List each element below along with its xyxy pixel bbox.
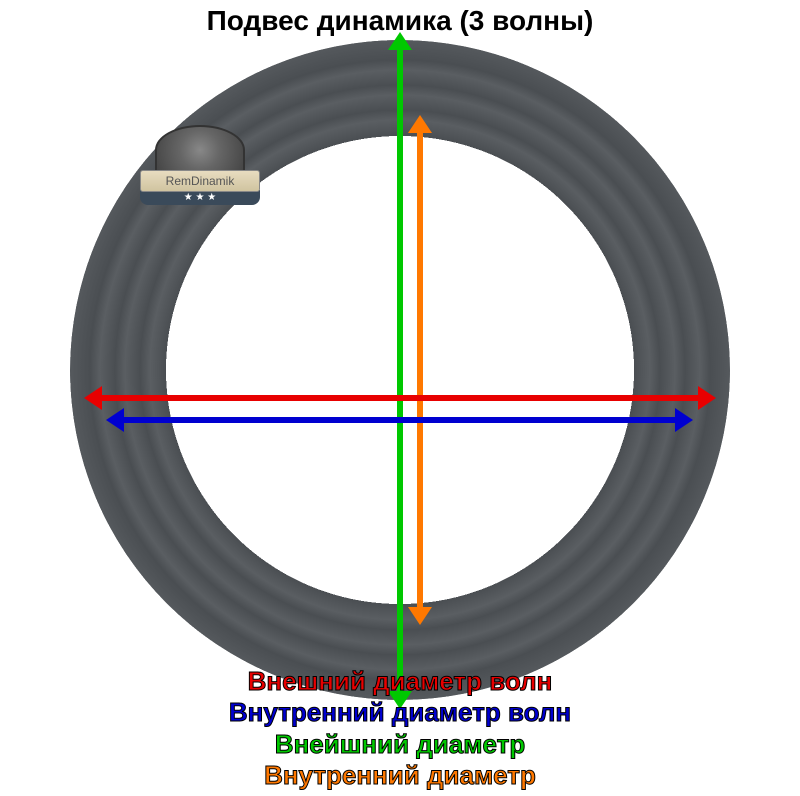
legend-item-red: Внешний диаметр волн: [0, 666, 800, 697]
arrow-wave-outer-red: [100, 395, 700, 401]
legend: Внешний диаметр волн Внутренний диаметр …: [0, 666, 800, 791]
logo-stars-icon: ★ ★ ★: [140, 190, 260, 205]
arrow-outer-diameter-green: [397, 48, 403, 693]
legend-item-blue: Внутренний диаметр волн: [0, 697, 800, 728]
arrow-inner-diameter-orange: [417, 131, 423, 609]
arrow-wave-inner-blue: [122, 417, 677, 423]
ring-diagram: RemDinamik ★ ★ ★: [70, 40, 730, 700]
legend-item-green: Внейшний диаметр: [0, 729, 800, 760]
logo-brand-text: RemDinamik: [140, 170, 260, 192]
legend-item-orange: Внутренний диаметр: [0, 760, 800, 791]
brand-logo: RemDinamik ★ ★ ★: [140, 125, 260, 205]
logo-emblem-icon: [155, 125, 245, 175]
